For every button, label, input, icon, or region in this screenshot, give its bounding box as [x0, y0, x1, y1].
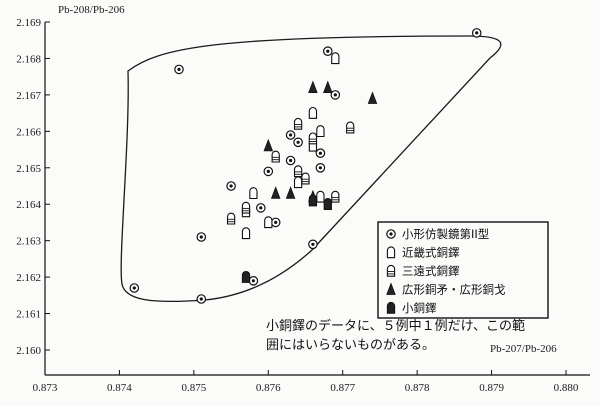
legend-marker-circle-dot [386, 229, 396, 239]
data-point-bell-filled [323, 198, 332, 210]
y-tick-label: 2.161 [16, 309, 41, 321]
annotation-line-1: 小銅鐸のデータに、５例中１例だけ、この範 [266, 318, 525, 334]
data-point-bell-lined [226, 212, 236, 225]
legend-label: 小銅鐸 [402, 301, 437, 315]
x-tick-label: 0.875 [181, 382, 206, 394]
data-point-circle-dot [255, 203, 266, 213]
data-point-bell [264, 216, 273, 229]
data-point-bell [316, 125, 325, 138]
data-point-bell-lined [301, 172, 310, 185]
legend-marker-bell [386, 246, 396, 259]
data-point-circle-dot [174, 64, 184, 75]
x-tick-label: 0.878 [405, 382, 430, 394]
legend-label: 小形仿製鏡第II型 [402, 227, 489, 241]
y-tick-label: 2.164 [16, 199, 41, 211]
data-point-circle-dot [330, 90, 341, 100]
data-point-circle-dot [315, 163, 326, 173]
y-tick-label: 2.169 [16, 17, 41, 29]
legend-marker-triangle [386, 282, 396, 295]
data-point-circle-dot [285, 130, 296, 140]
data-point-bell [331, 52, 340, 65]
y-tick-label: 2.160 [16, 345, 41, 357]
y-tick-label: 2.163 [16, 236, 41, 248]
y-tick-label: 2.166 [16, 126, 41, 138]
data-point-bell-lined [308, 132, 318, 145]
x-axis-label: Pb-207/Pb-206 [490, 343, 557, 355]
data-point-circle-dot [196, 232, 207, 242]
x-tick-label: 0.874 [107, 382, 132, 394]
data-point-triangle [323, 80, 333, 93]
data-point-circle-dot [263, 166, 274, 177]
data-point-circle-dot [471, 28, 482, 38]
data-points [129, 28, 482, 304]
x-tick-label: 0.873 [33, 382, 58, 394]
data-point-bell [308, 106, 318, 119]
grouping-envelope [120, 35, 502, 303]
data-point-triangle [263, 138, 274, 152]
legend-label: 三遠式銅鐸 [402, 264, 460, 278]
data-point-circle-dot [196, 294, 207, 304]
data-point-triangle [270, 186, 281, 199]
y-tick-label: 2.165 [16, 163, 41, 175]
data-point-circle-dot [315, 148, 326, 158]
x-tick-label: 0.880 [554, 382, 579, 394]
legend-label: 広形銅矛・広形銅戈 [402, 283, 506, 297]
data-point-circle-dot [129, 283, 140, 293]
data-point-circle-dot [322, 46, 333, 57]
data-point-circle-dot [285, 155, 296, 166]
y-tick-label: 2.168 [16, 53, 41, 65]
data-point-triangle [367, 91, 378, 104]
x-tick-label: 0.879 [479, 382, 504, 394]
data-point-bell [249, 187, 258, 200]
data-point-bell-filled [308, 194, 318, 207]
data-point-bell-filled [241, 270, 251, 283]
data-point-bell [241, 227, 251, 240]
data-point-triangle [308, 80, 318, 93]
data-point-circle-dot [293, 137, 303, 148]
annotation-line-2: 囲にはいらないものがある。 [266, 338, 435, 353]
data-point-bell-lined [241, 201, 251, 214]
y-tick-label: 2.167 [16, 90, 41, 102]
legend-marker-bell-lined [386, 264, 396, 277]
data-point-bell-lined [293, 165, 303, 178]
data-point-bell-lined [271, 150, 280, 163]
legend-marker-bell-filled [386, 301, 396, 314]
x-tick-label: 0.877 [330, 382, 355, 394]
y-axis-label: Pb-208/Pb-206 [58, 4, 125, 16]
legend-label: 近畿式銅鐸 [402, 246, 460, 260]
data-point-bell-lined [346, 121, 355, 134]
y-tick-label: 2.162 [16, 272, 41, 284]
legend-box [377, 221, 549, 319]
data-point-bell [316, 190, 325, 203]
ticks: 0.873 0.874 0.875 0.876 0.877 0.878 0.879 0.880… [16, 17, 579, 394]
axes [44, 22, 590, 376]
data-point-bell-lined [331, 190, 340, 203]
data-point-triangle [285, 186, 296, 199]
data-point-circle-dot [308, 239, 318, 250]
data-point-circle-dot [226, 181, 236, 191]
data-point-bell [293, 176, 303, 189]
data-point-circle-dot [270, 217, 281, 228]
data-point-bell-lined [293, 117, 303, 130]
data-point-circle-dot [248, 275, 259, 286]
x-tick-label: 0.876 [256, 382, 281, 394]
